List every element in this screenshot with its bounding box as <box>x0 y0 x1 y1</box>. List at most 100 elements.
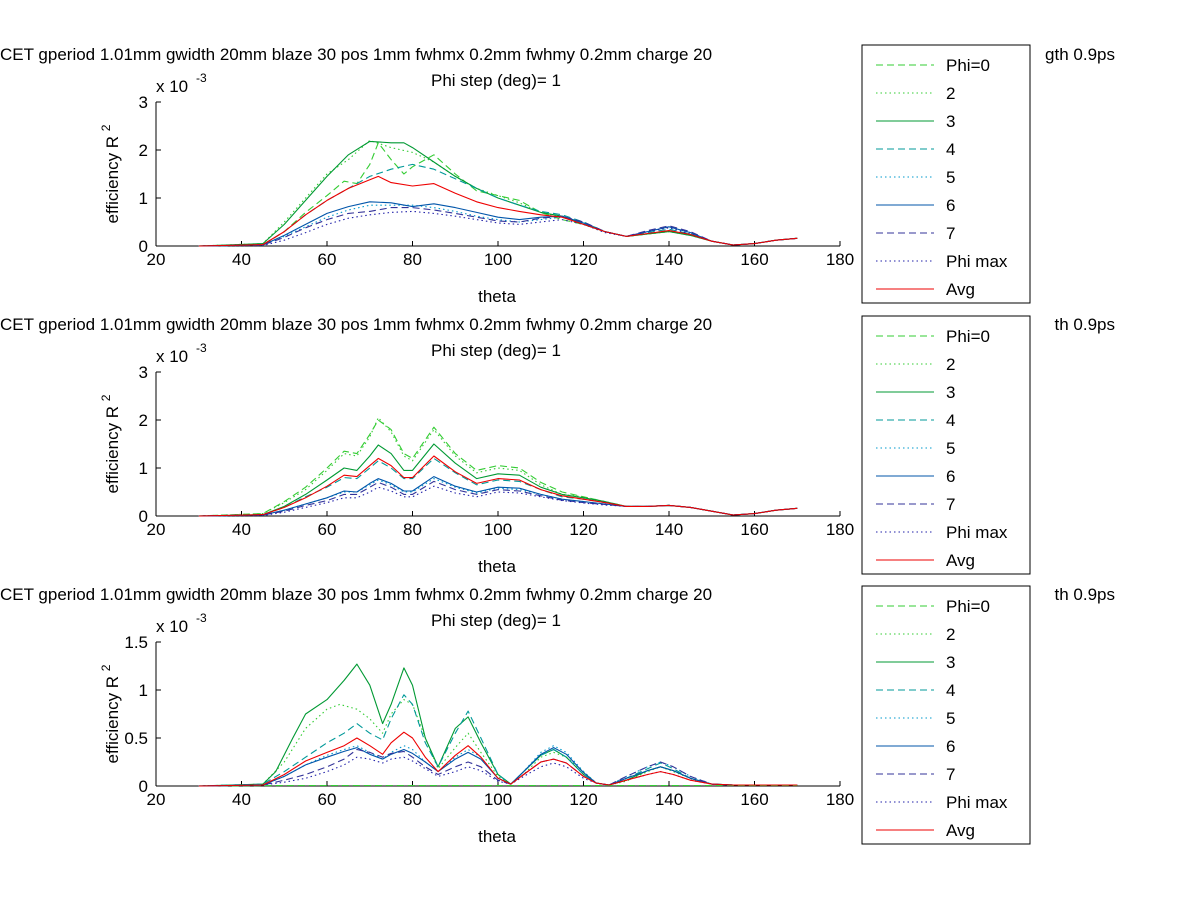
x-tick-label: 160 <box>740 790 768 809</box>
chart-title-line2: Phi step (deg)= 1 <box>431 341 561 360</box>
y-axis-label: efficiency R 2 <box>99 124 122 223</box>
x-tick-label: 80 <box>403 520 422 539</box>
x-tick-label: 80 <box>403 790 422 809</box>
legend-entry: 7 <box>946 224 955 243</box>
legend-entry: Phi=0 <box>946 56 990 75</box>
x-tick-label: 20 <box>147 790 166 809</box>
y-tick-label: 1 <box>139 681 148 700</box>
legend: Phi=0 2 3 4 5 6 7 Phi max Avg <box>861 315 1031 575</box>
legend: Phi=0 2 3 4 5 6 7 Phi max Avg <box>861 585 1031 845</box>
y-exponent-power: -3 <box>196 341 207 355</box>
legend-box <box>861 585 1031 845</box>
y-exponent-label: x 10 <box>156 347 188 366</box>
x-tick-label: 100 <box>484 790 512 809</box>
chart-title-line1-end: th 0.9ps <box>1055 315 1116 334</box>
x-tick-label: 120 <box>569 790 597 809</box>
y-tick-label: 0 <box>139 777 148 796</box>
series-line-4 <box>198 694 798 787</box>
chart-title-line1-end: th 0.9ps <box>1055 585 1116 604</box>
chart-3: CET gperiod 1.01mm gwidth 20mm blaze 30 … <box>0 585 1115 846</box>
x-tick-label: 60 <box>318 250 337 269</box>
legend-entry: Phi max <box>946 252 1008 271</box>
y-axis-label-sup: 2 <box>99 394 113 401</box>
legend-entry: Phi=0 <box>946 597 990 616</box>
chart-1: CET gperiod 1.01mm gwidth 20mm blaze 30 … <box>0 44 1115 306</box>
legend-entry: Avg <box>946 551 975 570</box>
x-axis-label: theta <box>478 557 516 576</box>
x-tick-label: 160 <box>740 250 768 269</box>
x-tick-label: 100 <box>484 250 512 269</box>
x-tick-label: 120 <box>569 520 597 539</box>
x-tick-label: 40 <box>232 520 251 539</box>
chart-title-line2: Phi step (deg)= 1 <box>431 611 561 630</box>
y-tick-label: 1.5 <box>124 633 148 652</box>
legend-entry: 3 <box>946 383 955 402</box>
x-tick-label: 80 <box>403 250 422 269</box>
legend-entry: 2 <box>946 84 955 103</box>
chart-2: CET gperiod 1.01mm gwidth 20mm blaze 30 … <box>0 315 1115 576</box>
series-line-8 <box>198 485 798 517</box>
y-exponent-power: -3 <box>196 611 207 625</box>
legend-entry: Phi max <box>946 793 1008 812</box>
legend-entry: 5 <box>946 168 955 187</box>
series-line-9 <box>198 731 798 787</box>
y-axis-label-sup: 2 <box>99 664 113 671</box>
legend: Phi=0 2 3 4 5 6 7 Phi max Avg <box>861 44 1031 304</box>
series-group <box>198 417 798 517</box>
y-tick-label: 3 <box>139 363 148 382</box>
x-tick-label: 60 <box>318 520 337 539</box>
x-axis-label: theta <box>478 827 516 846</box>
chart-title-line1: CET gperiod 1.01mm gwidth 20mm blaze 30 … <box>0 315 712 334</box>
legend-entry: 6 <box>946 467 955 486</box>
y-axis-label: efficiency R 2 <box>99 394 122 493</box>
legend-entry: 4 <box>946 140 955 159</box>
legend-entry: 2 <box>946 625 955 644</box>
series-line-5 <box>198 204 798 247</box>
x-tick-label: 160 <box>740 520 768 539</box>
x-tick-label: 140 <box>655 250 683 269</box>
y-tick-label: 1 <box>139 459 148 478</box>
series-group <box>198 663 798 787</box>
chart-title-line1: CET gperiod 1.01mm gwidth 20mm blaze 30 … <box>0 585 712 604</box>
legend-entry: 4 <box>946 681 955 700</box>
y-axis-label: efficiency R 2 <box>99 664 122 763</box>
legend-entry: 6 <box>946 196 955 215</box>
y-axis-label-sup: 2 <box>99 124 113 131</box>
legend-entry: 3 <box>946 653 955 672</box>
legend-entry: 5 <box>946 439 955 458</box>
legend-box <box>861 44 1031 304</box>
charts-layer: CET gperiod 1.01mm gwidth 20mm blaze 30 … <box>0 44 1115 846</box>
series-group <box>198 139 798 247</box>
legend-entry: Phi=0 <box>946 327 990 346</box>
x-tick-label: 140 <box>655 520 683 539</box>
series-line-4 <box>198 457 798 517</box>
series-line-1 <box>198 784 798 787</box>
legend-entry: Avg <box>946 280 975 299</box>
x-tick-label: 20 <box>147 250 166 269</box>
chart-title-line2: Phi step (deg)= 1 <box>431 71 561 90</box>
x-tick-label: 180 <box>826 520 854 539</box>
x-tick-label: 40 <box>232 250 251 269</box>
series-line-7 <box>198 748 798 787</box>
legend-entry: 7 <box>946 495 955 514</box>
x-axis-label: theta <box>478 287 516 306</box>
x-tick-label: 40 <box>232 790 251 809</box>
x-tick-label: 180 <box>826 250 854 269</box>
legend-entry: 6 <box>946 737 955 756</box>
y-tick-label: 0 <box>139 507 148 526</box>
y-exponent-power: -3 <box>196 71 207 85</box>
y-tick-label: 0.5 <box>124 729 148 748</box>
legend-entry: 4 <box>946 411 955 430</box>
y-tick-label: 0 <box>139 237 148 256</box>
x-tick-label: 60 <box>318 790 337 809</box>
series-line-9 <box>198 455 798 517</box>
legend-entry: 2 <box>946 355 955 374</box>
legend-entry: 3 <box>946 112 955 131</box>
legend-entry: Avg <box>946 821 975 840</box>
x-tick-label: 100 <box>484 520 512 539</box>
x-tick-label: 180 <box>826 790 854 809</box>
y-exponent-label: x 10 <box>156 77 188 96</box>
x-tick-label: 140 <box>655 790 683 809</box>
chart-title-line1-end: gth 0.9ps <box>1045 45 1115 64</box>
